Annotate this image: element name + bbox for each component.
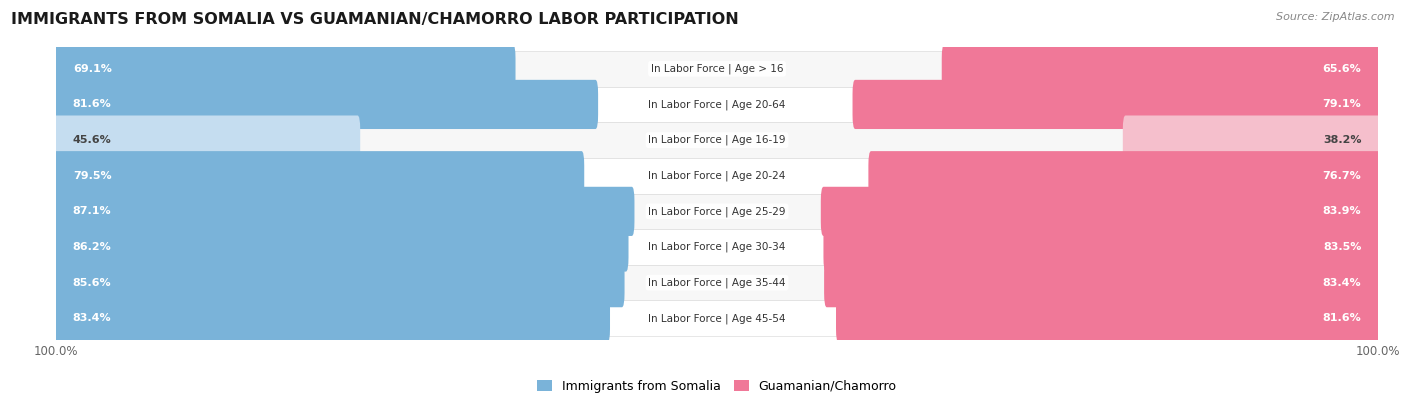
- FancyBboxPatch shape: [824, 222, 1381, 272]
- Text: 81.6%: 81.6%: [1323, 313, 1361, 324]
- Text: In Labor Force | Age 16-19: In Labor Force | Age 16-19: [648, 135, 786, 145]
- FancyBboxPatch shape: [821, 187, 1381, 236]
- Text: 83.9%: 83.9%: [1323, 206, 1361, 216]
- Text: 83.5%: 83.5%: [1323, 242, 1361, 252]
- Text: Source: ZipAtlas.com: Source: ZipAtlas.com: [1277, 12, 1395, 22]
- FancyBboxPatch shape: [824, 258, 1381, 307]
- FancyBboxPatch shape: [942, 44, 1381, 93]
- Text: IMMIGRANTS FROM SOMALIA VS GUAMANIAN/CHAMORRO LABOR PARTICIPATION: IMMIGRANTS FROM SOMALIA VS GUAMANIAN/CHA…: [11, 12, 740, 27]
- Bar: [56, 87, 1378, 122]
- FancyBboxPatch shape: [869, 151, 1381, 200]
- Bar: [56, 122, 1378, 158]
- FancyBboxPatch shape: [53, 187, 634, 236]
- Text: In Labor Force | Age 35-44: In Labor Force | Age 35-44: [648, 277, 786, 288]
- FancyBboxPatch shape: [53, 115, 360, 165]
- Bar: [56, 301, 1378, 336]
- Legend: Immigrants from Somalia, Guamanian/Chamorro: Immigrants from Somalia, Guamanian/Chamo…: [533, 375, 901, 395]
- Bar: [56, 158, 1378, 194]
- Text: In Labor Force | Age 30-34: In Labor Force | Age 30-34: [648, 242, 786, 252]
- FancyBboxPatch shape: [837, 294, 1381, 343]
- FancyBboxPatch shape: [53, 222, 628, 272]
- Text: In Labor Force | Age 20-64: In Labor Force | Age 20-64: [648, 99, 786, 110]
- Text: 79.5%: 79.5%: [73, 171, 111, 181]
- Text: 83.4%: 83.4%: [73, 313, 111, 324]
- FancyBboxPatch shape: [53, 294, 610, 343]
- Text: In Labor Force | Age 25-29: In Labor Force | Age 25-29: [648, 206, 786, 216]
- Text: 81.6%: 81.6%: [73, 100, 111, 109]
- Text: 38.2%: 38.2%: [1323, 135, 1361, 145]
- Bar: [56, 194, 1378, 229]
- Text: 69.1%: 69.1%: [73, 64, 111, 74]
- Text: 79.1%: 79.1%: [1323, 100, 1361, 109]
- Text: 87.1%: 87.1%: [73, 206, 111, 216]
- Text: 45.6%: 45.6%: [73, 135, 111, 145]
- Text: In Labor Force | Age 20-24: In Labor Force | Age 20-24: [648, 171, 786, 181]
- Text: In Labor Force | Age 45-54: In Labor Force | Age 45-54: [648, 313, 786, 324]
- Bar: [56, 265, 1378, 301]
- FancyBboxPatch shape: [53, 80, 598, 129]
- Text: 86.2%: 86.2%: [73, 242, 111, 252]
- Bar: [56, 51, 1378, 87]
- FancyBboxPatch shape: [53, 151, 585, 200]
- Text: 85.6%: 85.6%: [73, 278, 111, 288]
- Bar: [56, 229, 1378, 265]
- FancyBboxPatch shape: [53, 44, 516, 93]
- FancyBboxPatch shape: [852, 80, 1381, 129]
- FancyBboxPatch shape: [1123, 115, 1381, 165]
- Text: 76.7%: 76.7%: [1323, 171, 1361, 181]
- Text: 65.6%: 65.6%: [1323, 64, 1361, 74]
- Text: In Labor Force | Age > 16: In Labor Force | Age > 16: [651, 64, 783, 74]
- FancyBboxPatch shape: [53, 258, 624, 307]
- Text: 83.4%: 83.4%: [1323, 278, 1361, 288]
